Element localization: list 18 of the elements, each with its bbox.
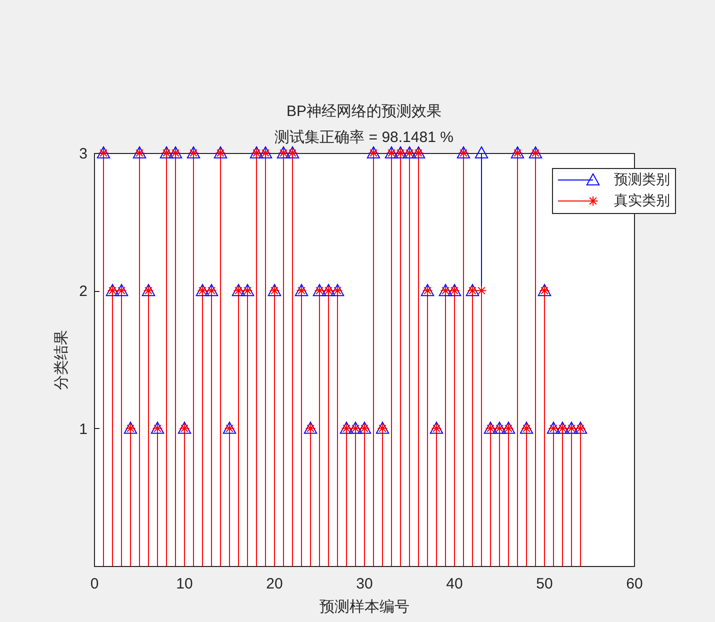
point <box>476 285 487 296</box>
x-tick-label: 20 <box>266 576 283 592</box>
x-axis-title: 预测样本编号 <box>320 598 410 616</box>
x-tick-label: 30 <box>356 576 373 592</box>
y-tick-label: 3 <box>79 146 88 162</box>
y-tick-label: 2 <box>79 283 88 300</box>
y-axis-title: 分类结果 <box>53 330 70 390</box>
point <box>474 146 488 158</box>
chart-title: BP神经网络的预测效果 <box>286 102 442 120</box>
legend-label: 预测类别 <box>614 171 670 187</box>
x-tick-label: 50 <box>536 576 553 592</box>
x-tick-label: 40 <box>446 576 463 592</box>
y-tick-label: 1 <box>79 420 88 438</box>
x-tick-label: 0 <box>90 576 99 592</box>
x-tick-label: 10 <box>176 576 193 592</box>
legend-label: 真实类别 <box>614 192 670 208</box>
x-tick-label: 60 <box>626 576 643 592</box>
chart-subtitle: 测试集正确率 = 98.1481 % <box>274 128 454 146</box>
